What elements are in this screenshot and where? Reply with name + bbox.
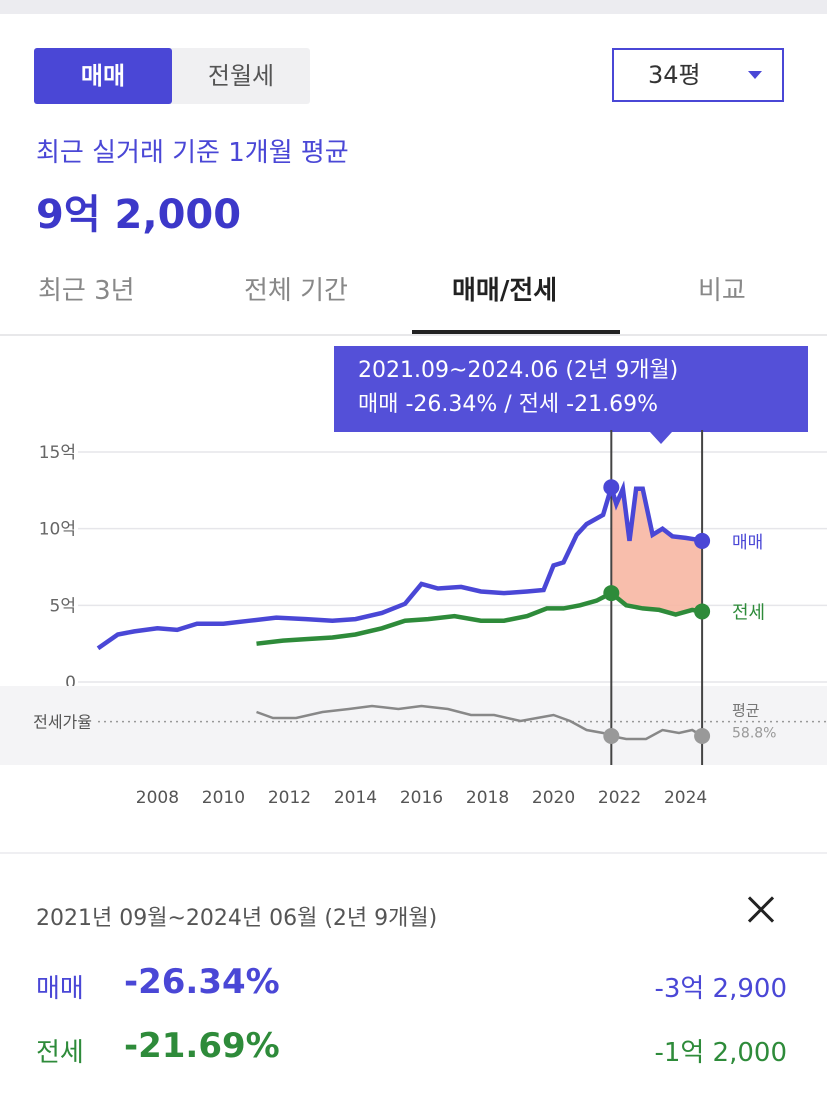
tooltip-change: 매매 -26.34% / 전세 -21.69%: [358, 392, 658, 417]
y-tick-label: 5억: [50, 596, 76, 616]
ratio-axis-label: 전세가율: [33, 713, 92, 732]
x-tick-label: 2008: [136, 788, 179, 808]
x-tick-label: 2016: [400, 788, 443, 808]
deal-type-toggle: 매매 전월세: [34, 48, 310, 104]
tab-compare[interactable]: 비교: [698, 276, 746, 306]
sale-marker: [694, 532, 711, 549]
jeonse-marker: [603, 585, 620, 602]
tooltip-pointer: [650, 432, 672, 444]
detail-range: 2021년 09월~2024년 06월 (2년 9개월): [36, 906, 438, 931]
y-tick-label: 10억: [39, 520, 76, 540]
sale-change-amount: -3억 2,900: [654, 974, 787, 1004]
jeonse-change-amount: -1억 2,000: [654, 1038, 787, 1068]
sale-line: [96, 479, 703, 651]
sale-toggle-button[interactable]: 매매: [34, 48, 172, 104]
sale-marker: [603, 479, 620, 496]
ratio-band: [0, 686, 827, 765]
price-chart-svg: 15억 10억 5억 0 전세가율 2008 2010 2012 2014 2016 2018 2…: [0, 430, 827, 808]
price-chart[interactable]: 15억 10억 5억 0 전세가율 2008 2010 2012 2014 2016 2018 2…: [0, 430, 827, 840]
price-caption: 최근 실거래 기준 1개월 평균: [36, 138, 349, 168]
top-divider: [0, 0, 827, 14]
area-size-value: 34평: [648, 61, 701, 89]
caret-down-icon: [748, 71, 762, 79]
tab-recent-3-years[interactable]: 최근 3년: [38, 276, 135, 306]
active-tab-indicator: [412, 330, 620, 334]
x-tick-label: 2012: [268, 788, 311, 808]
period-tabs: 최근 3년 전체 기간 매매/전세 비교: [0, 250, 827, 336]
x-tick-label: 2014: [334, 788, 377, 808]
jeonse-series-label: 전세: [732, 602, 765, 623]
jeonse-change-pct: -21.69%: [124, 1026, 280, 1066]
ratio-average-value: 58.8%: [732, 726, 776, 742]
sale-series-label: 매매: [732, 533, 763, 553]
section-divider: [0, 852, 827, 854]
jeonse-label: 전세: [36, 1038, 84, 1068]
tab-sale-jeonse[interactable]: 매매/전세: [452, 276, 558, 306]
jeonse-line: [256, 590, 703, 646]
jeonse-marker: [694, 603, 711, 620]
x-tick-label: 2018: [466, 788, 509, 808]
ratio-average-label: 평균: [732, 702, 760, 720]
sale-label: 매매: [36, 974, 84, 1004]
x-tick-label: 2020: [532, 788, 575, 808]
tab-all-period[interactable]: 전체 기간: [244, 276, 348, 306]
sale-change-pct: -26.34%: [124, 962, 280, 1002]
ratio-marker: [694, 728, 711, 744]
x-tick-label: 2022: [598, 788, 641, 808]
x-tick-label: 2010: [202, 788, 245, 808]
average-price: 9억 2,000: [36, 192, 242, 238]
tooltip-range: 2021.09~2024.06 (2년 9개월): [358, 358, 679, 383]
area-size-dropdown[interactable]: 34평: [612, 48, 784, 102]
y-tick-label: 0: [65, 673, 76, 693]
close-icon[interactable]: [742, 890, 782, 930]
range-tooltip: 2021.09~2024.06 (2년 9개월) 매매 -26.34% / 전세…: [334, 346, 808, 432]
x-tick-label: 2024: [664, 788, 707, 808]
rent-toggle-button[interactable]: 전월세: [207, 62, 275, 90]
ratio-line: [256, 704, 703, 741]
ratio-marker: [603, 728, 620, 744]
y-tick-label: 15억: [39, 443, 76, 463]
